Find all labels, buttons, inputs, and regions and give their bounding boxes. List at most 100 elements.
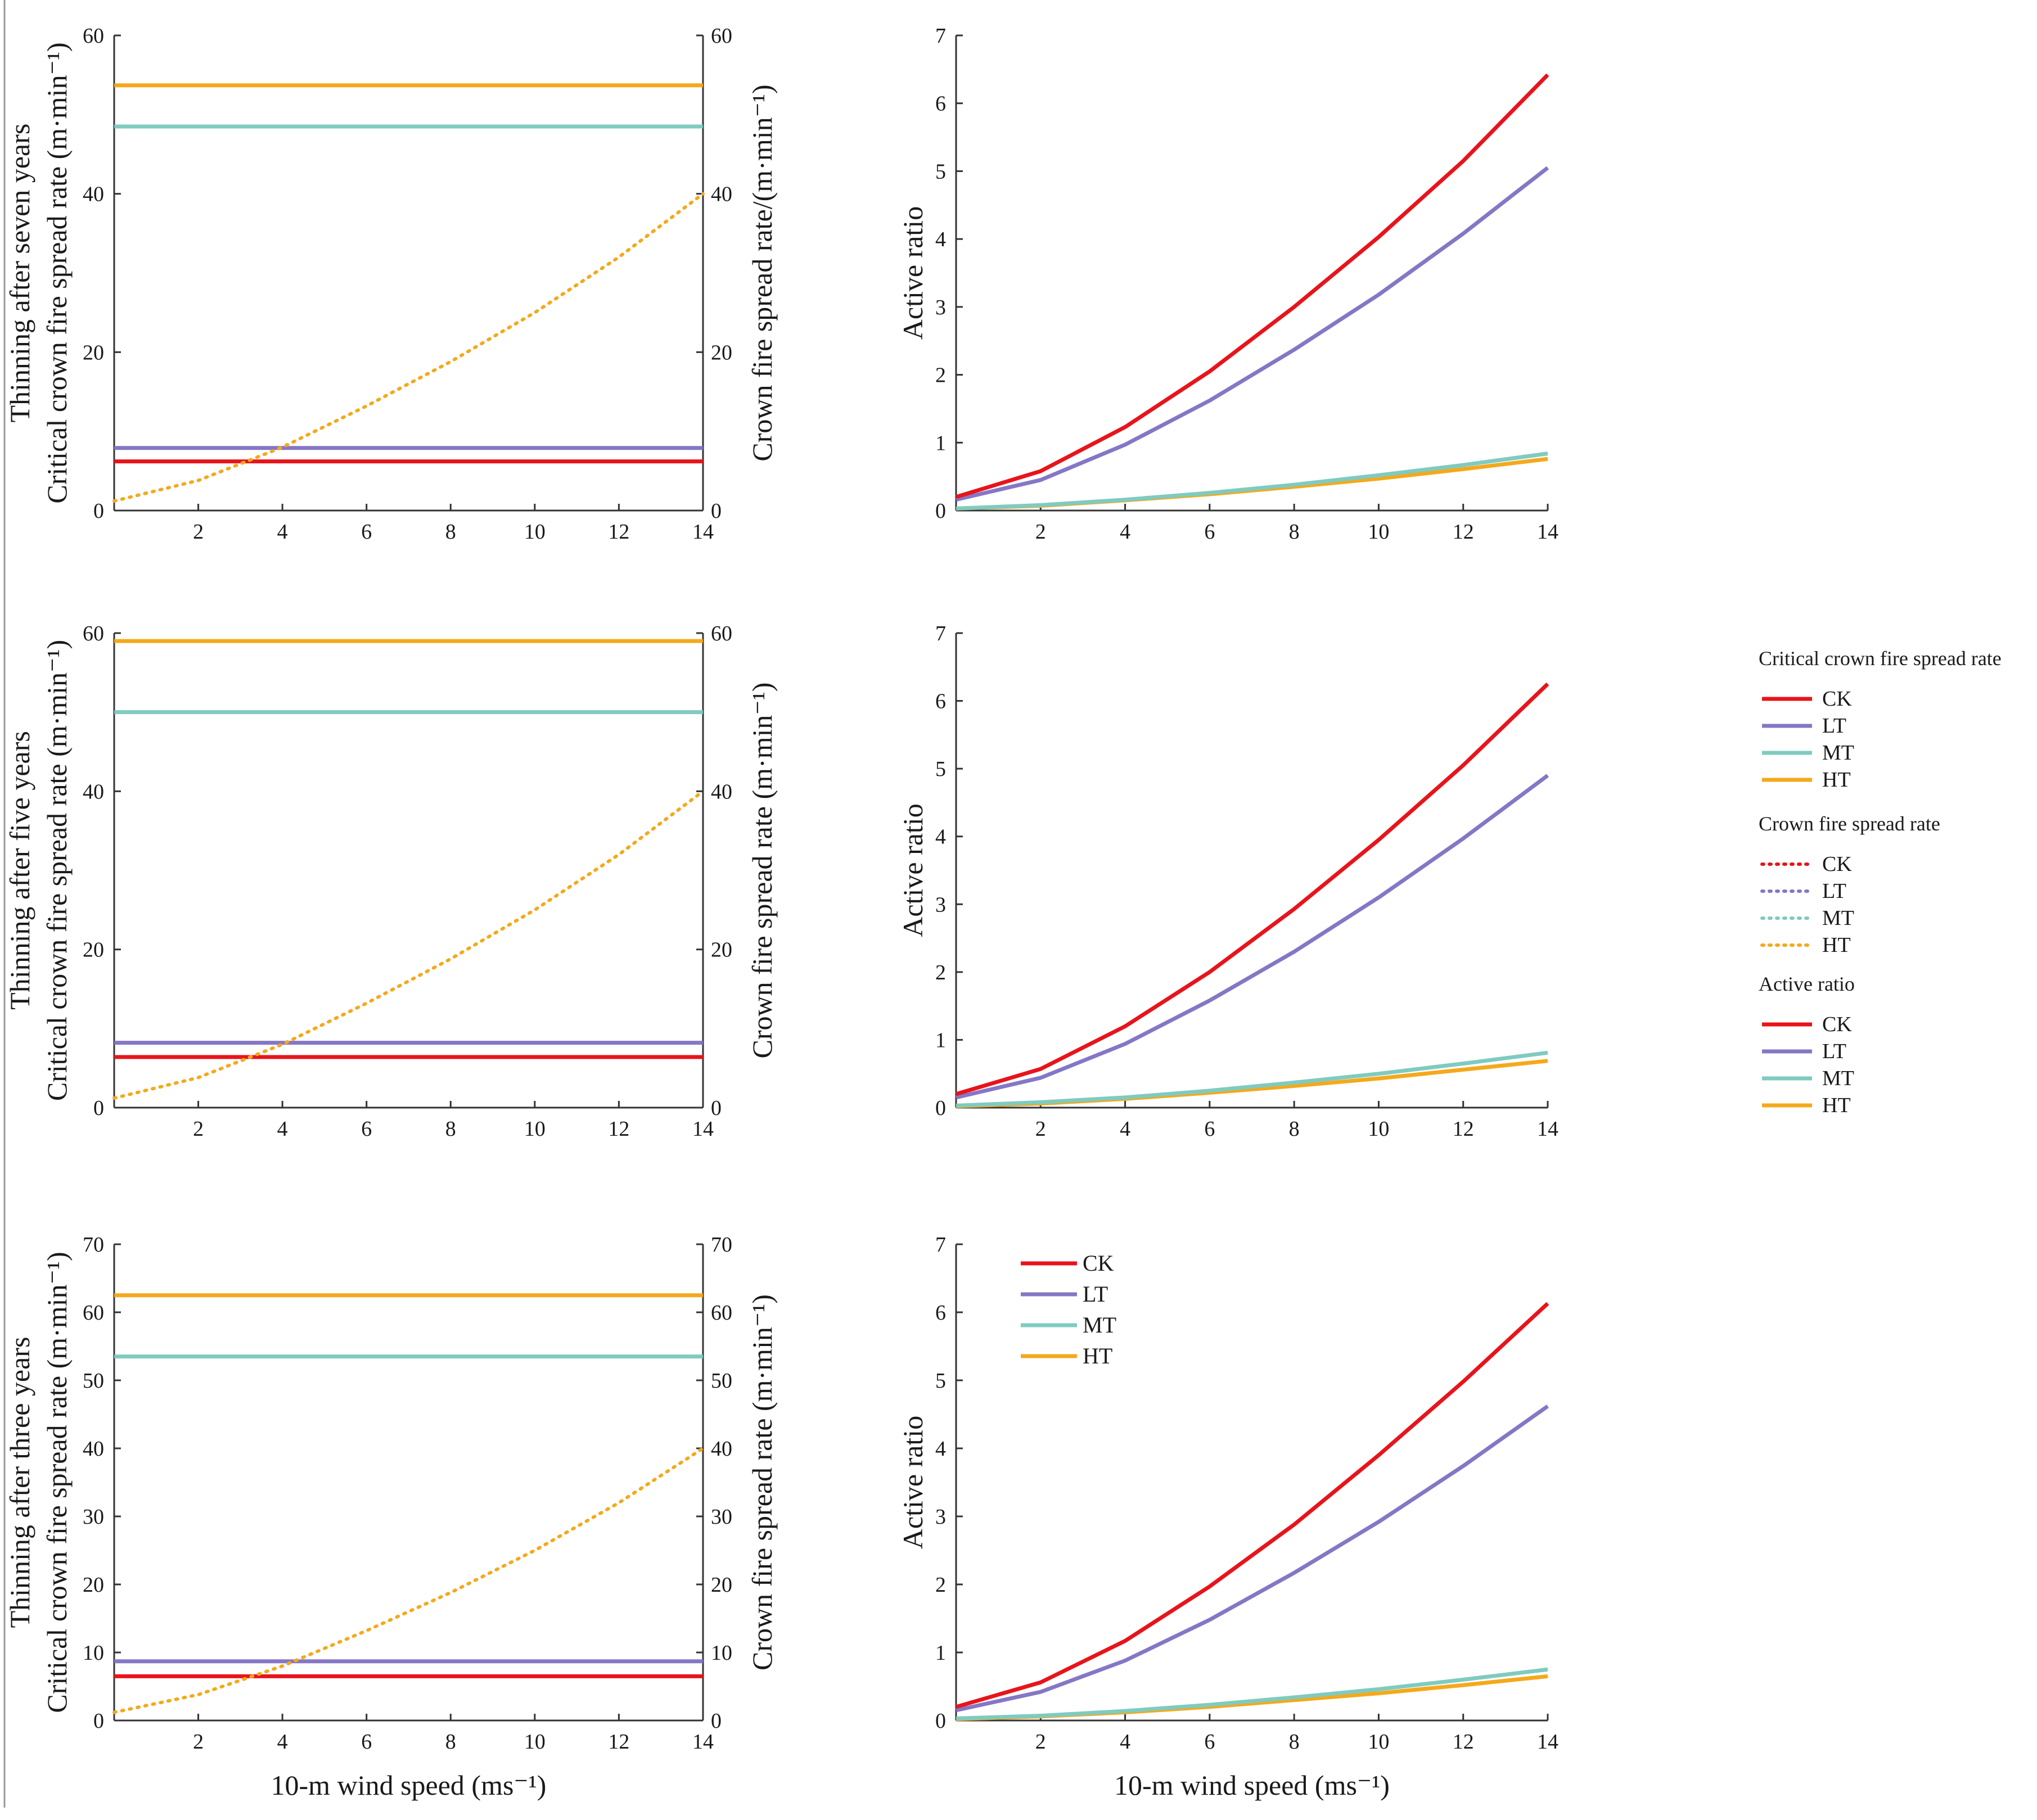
y2-tick-label: 20 <box>711 341 732 364</box>
legend-label-mt: MT <box>1822 906 1854 930</box>
y-tick-label: 70 <box>83 1233 104 1257</box>
y-tick-label: 5 <box>935 160 946 183</box>
x-tick-label: 12 <box>608 1117 629 1141</box>
active-ratio-line-mt <box>956 1667 1548 1720</box>
crown-fire-line-ht <box>112 789 705 1100</box>
legend-label-mt: MT <box>1822 1067 1854 1090</box>
legend-label-ht: HT <box>1822 768 1851 792</box>
legend-label-ck: CK <box>1822 1013 1852 1036</box>
x-tick-label: 10 <box>1368 1730 1389 1754</box>
x-axis-title: 10-m wind speed (ms⁻¹) <box>271 1769 547 1801</box>
legend-panel: Critical crown fire spread rate CK LT MT HT C… <box>1759 647 2002 1117</box>
legend-label-ck: CK <box>1822 852 1852 876</box>
y-tick-label: 20 <box>83 341 104 364</box>
x-tick-label: 4 <box>277 520 288 544</box>
legend-group-title: Active ratio <box>1759 973 1855 995</box>
x-tick-label: 14 <box>692 1730 714 1754</box>
x-tick-label: 4 <box>1120 1730 1130 1754</box>
y-tick-label: 40 <box>83 1437 104 1461</box>
x-tick-label: 4 <box>277 1730 288 1754</box>
y-tick-label: 3 <box>935 893 946 916</box>
legend-label-ck: CK <box>1822 687 1852 711</box>
x-tick-label: 14 <box>1537 1117 1558 1141</box>
legend-label-lt: LT <box>1822 714 1846 738</box>
y-tick-label: 7 <box>935 622 946 645</box>
x-axis-title: 10-m wind speed (ms⁻¹) <box>1114 1769 1390 1801</box>
active-ratio-line-mt <box>956 1050 1548 1108</box>
y2-tick-label: 0 <box>711 499 722 523</box>
y2-tick-label: 60 <box>711 1301 732 1325</box>
y-tick-label: 3 <box>935 296 946 319</box>
active-ratio-line-lt <box>956 1404 1549 1713</box>
x-tick-label: 2 <box>1035 1117 1046 1141</box>
active-ratio-line-mt <box>956 451 1548 511</box>
x-tick-label: 8 <box>445 1730 456 1754</box>
row-label: Thinning after three years <box>4 1337 35 1628</box>
y-tick-label: 0 <box>935 1709 946 1733</box>
x-tick-label: 12 <box>1453 1117 1474 1141</box>
y-tick-label: 5 <box>935 1369 946 1393</box>
y2-tick-label: 70 <box>711 1233 732 1257</box>
x-tick-label: 12 <box>608 520 629 544</box>
x-tick-label: 6 <box>361 1117 372 1141</box>
active-ratio-line-ck <box>956 682 1549 1096</box>
y-tick-label: 7 <box>935 24 946 48</box>
legend-label-ht: HT <box>1822 933 1851 957</box>
x-tick-label: 8 <box>1289 520 1300 544</box>
y2-tick-label: 20 <box>711 1573 732 1597</box>
y-tick-label: 2 <box>935 961 946 984</box>
y-tick-label: 2 <box>935 1573 946 1597</box>
y2-tick-label: 0 <box>711 1709 722 1733</box>
y-tick-label: 10 <box>83 1641 104 1665</box>
y-tick-label: 1 <box>935 1641 946 1665</box>
y-tick-label: 4 <box>935 228 946 251</box>
y-tick-label: 6 <box>935 92 946 116</box>
inset-legend-label-lt: LT <box>1083 1281 1108 1307</box>
x-tick-label: 6 <box>1204 520 1215 544</box>
x-tick-label: 2 <box>1035 520 1046 544</box>
y-tick-label: 3 <box>935 1505 946 1529</box>
y-tick-label: 6 <box>935 1301 946 1325</box>
x-tick-label: 6 <box>1204 1117 1215 1141</box>
legend-group-title: Critical crown fire spread rate <box>1759 647 2002 670</box>
x-tick-label: 12 <box>1453 520 1474 544</box>
y2-axis-title: Crown fire spread rate/(m·min⁻¹) <box>746 84 778 461</box>
y2-tick-label: 30 <box>711 1505 732 1529</box>
legend-label-ht: HT <box>1822 1094 1851 1117</box>
y-tick-label: 20 <box>83 1573 104 1597</box>
x-tick-label: 2 <box>193 1730 204 1754</box>
y2-tick-label: 0 <box>711 1096 722 1120</box>
x-tick-label: 10 <box>1368 520 1389 544</box>
x-tick-label: 2 <box>193 1117 204 1141</box>
x-tick-label: 6 <box>1204 1730 1215 1754</box>
y-tick-label: 1 <box>935 1028 946 1052</box>
x-tick-label: 14 <box>1537 1730 1558 1754</box>
y2-tick-label: 60 <box>711 24 732 48</box>
row-label: Thinning after seven years <box>4 124 35 423</box>
y-tick-label: 1 <box>935 431 946 455</box>
legend-group-title: Crown fire spread rate <box>1759 812 1940 835</box>
active-ratio-line-ck <box>956 1302 1549 1709</box>
y-tick-label: 60 <box>83 622 104 645</box>
active-ratio-line-lt <box>956 166 1549 502</box>
x-tick-label: 10 <box>524 1730 546 1754</box>
row-label: Thinning after five years <box>4 731 35 1010</box>
x-tick-label: 14 <box>1537 520 1558 544</box>
active-ratio-line-lt <box>956 774 1549 1100</box>
x-tick-label: 2 <box>193 520 204 544</box>
x-tick-label: 10 <box>524 1117 546 1141</box>
y-tick-label: 40 <box>83 780 104 803</box>
inset-legend-label-mt: MT <box>1083 1312 1116 1338</box>
y-tick-label: 60 <box>83 1301 104 1325</box>
active-ratio-line-ck <box>955 73 1549 499</box>
y2-tick-label: 40 <box>711 1437 732 1461</box>
y-tick-label: 6 <box>935 690 946 713</box>
y-tick-label: 40 <box>83 183 104 206</box>
y-tick-label: 0 <box>93 499 104 523</box>
y-axis-title: Active ratio <box>897 1416 929 1549</box>
x-tick-label: 14 <box>692 520 714 544</box>
